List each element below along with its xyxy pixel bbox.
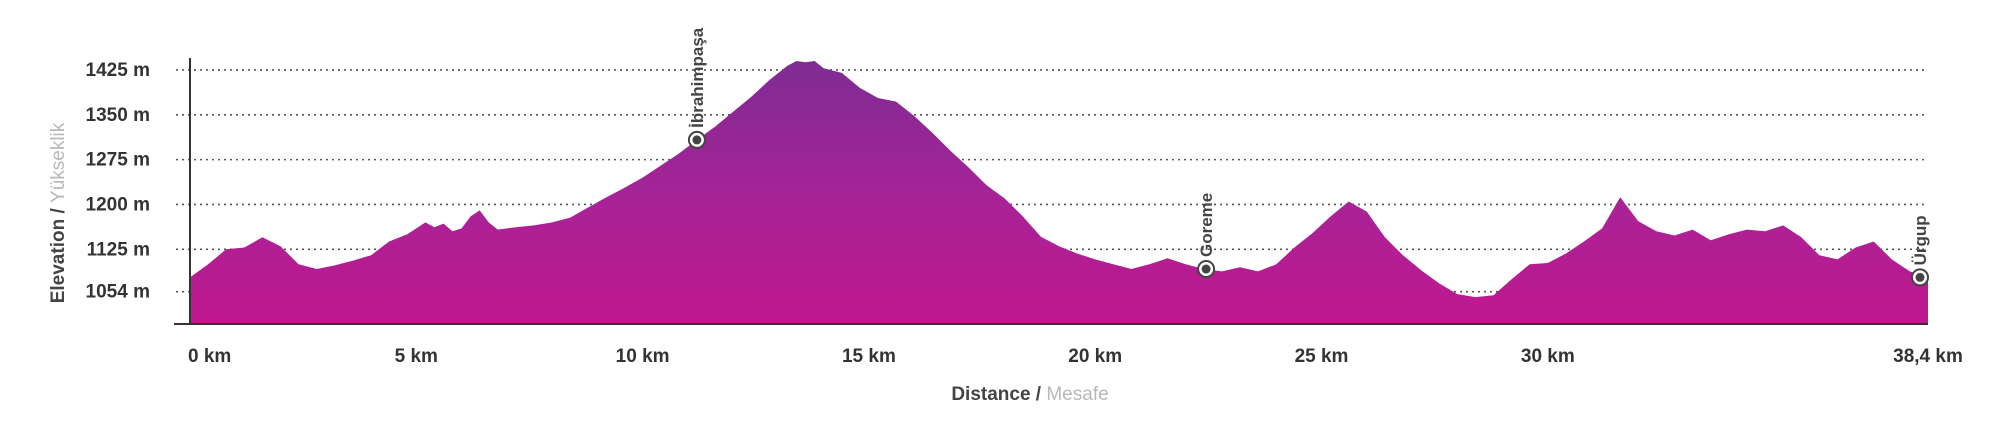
waypoint-label: İbrahimpaşa: [688, 27, 707, 128]
x-tick-label: 10 km: [616, 346, 670, 367]
x-axis-label: Distance / Mesafe: [951, 384, 1108, 405]
x-axis-label-separator: /: [1031, 384, 1047, 405]
waypoint-marker-dot: [1915, 272, 1925, 282]
y-axis-label: Elevation / Yükseklik: [48, 122, 69, 303]
x-tick-label: 5 km: [395, 346, 438, 367]
waypoint-marker-dot: [692, 135, 702, 145]
x-axis-label-primary: Distance: [951, 384, 1030, 405]
x-axis-label-secondary: Mesafe: [1046, 384, 1108, 405]
y-axis-label-separator: /: [48, 203, 69, 219]
x-tick-label: 20 km: [1068, 346, 1122, 367]
x-tick-label: 30 km: [1521, 346, 1575, 367]
plot-area: [190, 61, 1928, 324]
y-axis-label-primary: Elevation: [48, 219, 69, 303]
waypoint-label: Ürgup: [1911, 215, 1930, 265]
x-tick-label: 25 km: [1295, 346, 1349, 367]
x-tick-label: 15 km: [842, 346, 896, 367]
waypoints: İbrahimpaşa Goreme Ürgup: [687, 27, 1930, 287]
y-tick-label: 1425 m: [86, 60, 150, 81]
x-tick-label: 0 km: [188, 346, 231, 367]
axes: [174, 58, 1928, 325]
y-tick-label: 1054 m: [86, 282, 150, 303]
y-tick-label: 1350 m: [86, 105, 150, 126]
x-tick-label: 38,4 km: [1893, 346, 1963, 367]
elevation-area: [190, 61, 1928, 324]
y-tick-label: 1125 m: [87, 239, 150, 260]
y-tick-labels: 1054 m 1125 m 1200 m 1275 m 1350 m 1425 m: [86, 60, 150, 303]
waypoint-marker-dot: [1201, 264, 1211, 274]
x-tick-labels: 0 km 5 km 10 km 15 km 20 km 25 km 30 km 38,4 km: [188, 346, 1963, 367]
y-tick-label: 1200 m: [86, 194, 150, 215]
y-axis-label-secondary: Yükseklik: [48, 122, 69, 203]
waypoint-label: Goreme: [1197, 193, 1216, 257]
y-tick-label: 1275 m: [86, 150, 150, 171]
